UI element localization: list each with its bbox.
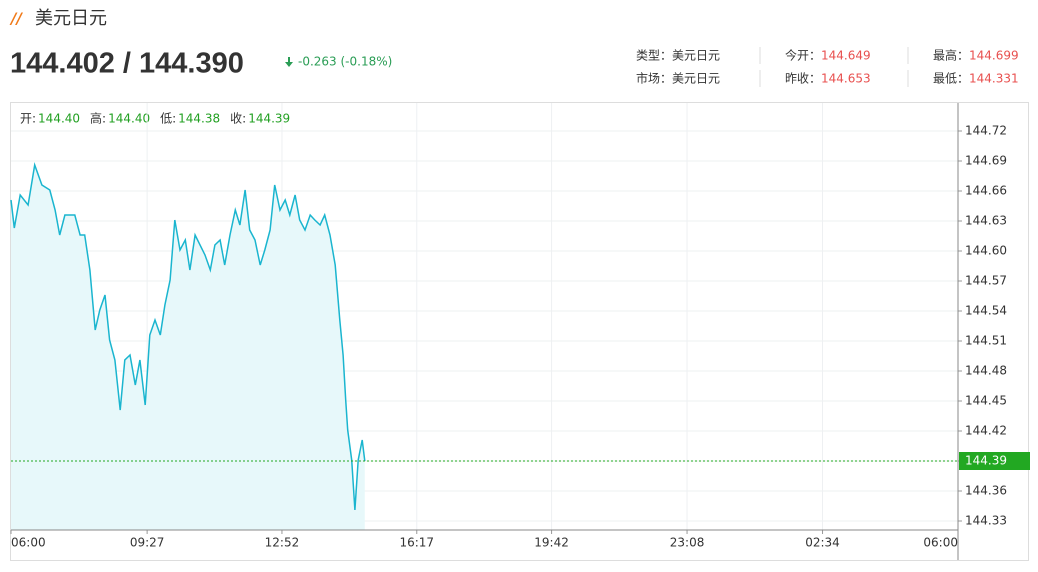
- info-value: 144.653: [821, 72, 871, 86]
- y-tick-label: 144.60: [965, 244, 1007, 258]
- x-tick-label: 06:00: [923, 536, 958, 550]
- y-tick-label: 144.36: [965, 484, 1007, 498]
- info-value: 美元日元: [672, 72, 720, 86]
- x-tick-label: 06:00: [11, 536, 46, 550]
- y-tick-label: 144.42: [965, 424, 1007, 438]
- x-tick-label: 23:08: [670, 536, 705, 550]
- last-price-label: 144.39: [965, 454, 1007, 468]
- x-tick-label: 16:17: [399, 536, 434, 550]
- title: 美元日元: [35, 8, 107, 29]
- x-tick-label: 19:42: [534, 536, 569, 550]
- ohlc-value: 144.38: [178, 112, 220, 126]
- info-label: 市场：: [636, 71, 672, 86]
- info-value: 144.331: [969, 72, 1019, 86]
- ohlc-value: 144.39: [248, 112, 290, 126]
- y-tick-label: 144.51: [965, 334, 1007, 348]
- info-label: 类型：: [636, 49, 672, 63]
- change: -0.263 (-0.18%): [298, 55, 392, 69]
- title-icon: //: [9, 10, 23, 28]
- info-label: 昨收：: [785, 72, 821, 86]
- y-tick-label: 144.33: [965, 514, 1007, 528]
- price-line: [10, 162, 366, 511]
- ohlc-value: 144.40: [108, 112, 150, 126]
- y-tick-label: 144.54: [965, 304, 1007, 318]
- y-tick-label: 144.48: [965, 364, 1007, 378]
- y-tick-label: 144.66: [965, 184, 1007, 198]
- info-value: 144.649: [821, 49, 871, 63]
- y-tick-label: 144.45: [965, 394, 1007, 408]
- price: 144.402 / 144.390: [10, 48, 244, 80]
- info-label: 最低：: [933, 72, 969, 86]
- x-tick-label: 02:34: [805, 536, 840, 550]
- y-tick-label: 144.72: [965, 124, 1007, 138]
- info-value: 美元日元: [672, 49, 720, 63]
- ohlc-label: 开:: [20, 112, 36, 126]
- ohlc-label: 低:: [160, 112, 176, 126]
- info-label: 最高：: [933, 48, 969, 63]
- x-tick-label: 12:52: [265, 536, 300, 550]
- ohlc-label: 高:: [90, 111, 106, 126]
- info-label: 今开：: [785, 48, 821, 63]
- area-fill: [11, 165, 365, 530]
- y-tick-label: 144.63: [965, 214, 1007, 228]
- y-tick-label: 144.69: [965, 154, 1007, 168]
- chart-frame: [10, 102, 1029, 561]
- last-price-box: [959, 452, 1030, 470]
- y-tick-label: 144.57: [965, 274, 1007, 288]
- down-arrow: [285, 57, 293, 67]
- ohlc-label: 收:: [230, 112, 246, 126]
- info-value: 144.699: [969, 49, 1019, 63]
- ohlc-value: 144.40: [38, 112, 80, 126]
- x-tick-label: 09:27: [130, 536, 165, 550]
